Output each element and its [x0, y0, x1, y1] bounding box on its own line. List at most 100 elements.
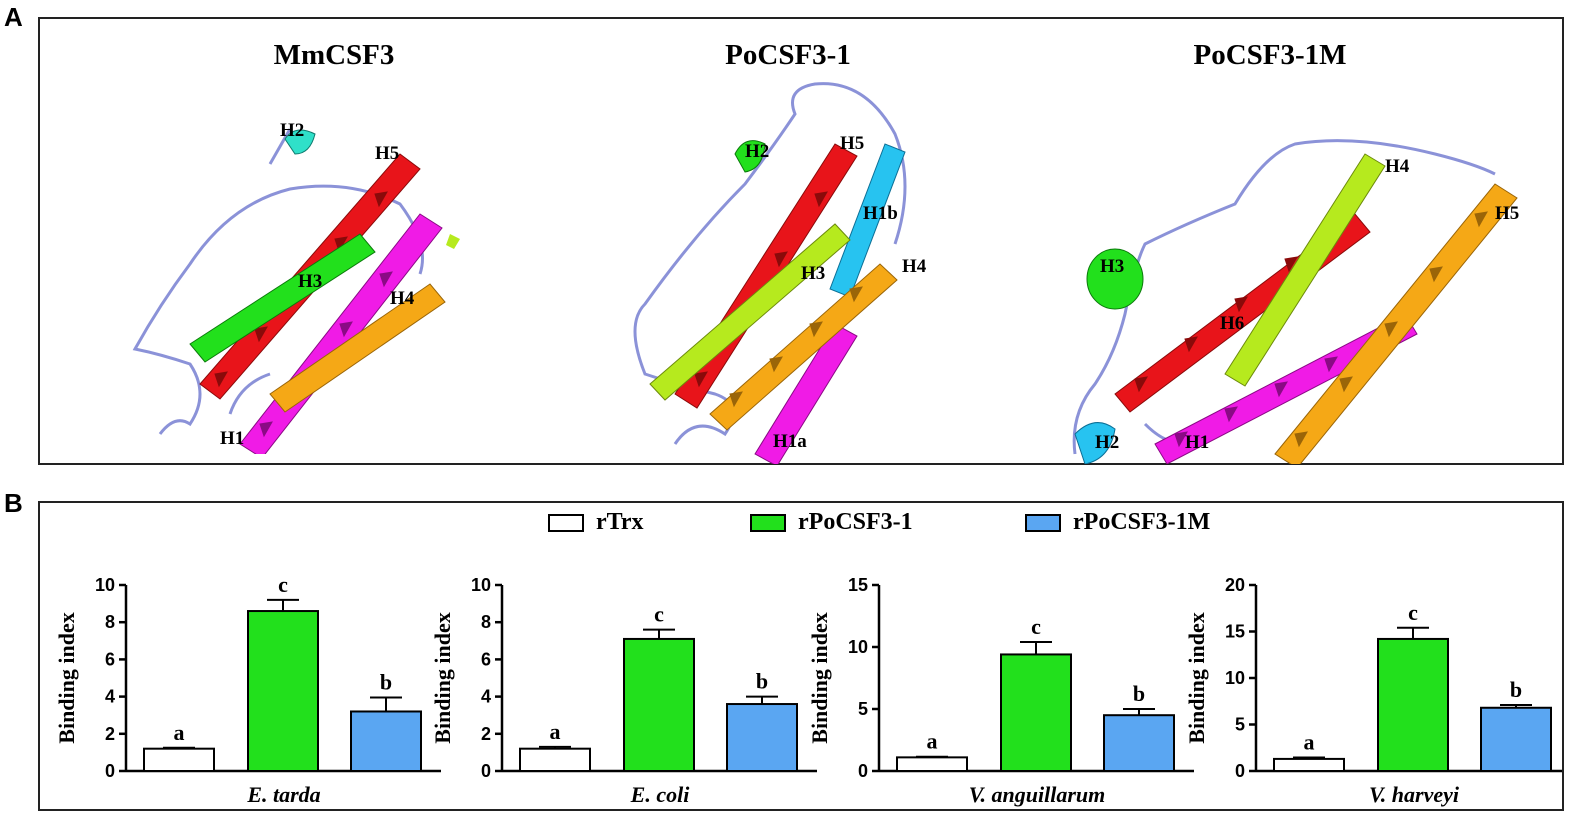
helix-h2 — [1074, 422, 1116, 464]
helix-label: H1 — [1185, 432, 1209, 453]
helix-label: H4 — [902, 256, 927, 277]
legend-item-rtrx: rTrx — [548, 509, 644, 536]
structure-title-pocsf3-1m: PoCSF3-1M — [1193, 39, 1347, 71]
helix-h1 — [1154, 313, 1418, 464]
bar-charts: 0 2 4 6 8 10 Binding index E. tarda a c b 0 2 4 6 8 10 Bi… — [54, 572, 1562, 807]
significance-letter: b — [380, 670, 392, 695]
significance-letter: c — [1408, 600, 1418, 625]
chart-legend: rTrx rPoCSF3-1 rPoCSF3-1M — [40, 509, 1562, 539]
bar — [143, 747, 215, 772]
y-axis-title: Binding index — [430, 612, 455, 743]
helix-h2 — [284, 129, 316, 155]
helix-label: H5 — [375, 143, 399, 164]
helix-label: H1b — [863, 203, 898, 224]
bar — [1480, 706, 1552, 772]
y-tick-label: 8 — [481, 612, 491, 632]
helix-label: H3 — [298, 271, 322, 292]
panel-b-label: B — [4, 488, 23, 518]
bar — [1377, 637, 1449, 772]
binding-chart-panel: rTrx rPoCSF3-1 rPoCSF3-1M 0 2 4 6 8 10 Binding… — [38, 501, 1564, 811]
y-tick-label: 8 — [105, 612, 115, 632]
bar — [1273, 757, 1345, 773]
helix-label: H3 — [1100, 256, 1124, 277]
x-axis-label: E. coli — [630, 782, 691, 807]
y-tick-label: 4 — [481, 687, 491, 707]
bar — [726, 703, 798, 772]
y-tick-label: 5 — [858, 699, 868, 719]
bar — [896, 756, 968, 773]
legend-item-rpocsf3-1: rPoCSF3-1 — [750, 509, 913, 536]
legend-label: rPoCSF3-1M — [1073, 509, 1211, 535]
y-axis-title: Binding index — [54, 612, 79, 743]
y-tick-label: 0 — [105, 761, 115, 781]
significance-letter: c — [654, 602, 664, 627]
helix-h1b — [829, 143, 906, 298]
significance-letter: a — [174, 720, 185, 745]
helix-h3 — [1086, 248, 1144, 310]
y-tick-label: 20 — [1225, 575, 1245, 595]
panel-a-label: A — [4, 2, 23, 32]
structure-title-pocsf3-1: PoCSF3-1 — [725, 39, 851, 71]
helix-label: H2 — [745, 141, 769, 162]
bar — [1000, 653, 1072, 772]
y-tick-label: 5 — [1235, 715, 1245, 735]
significance-letter: b — [756, 669, 768, 694]
y-tick-label: 10 — [95, 575, 115, 595]
y-tick-label: 6 — [105, 649, 115, 669]
significance-letter: b — [1510, 677, 1522, 702]
y-tick-label: 10 — [1225, 668, 1245, 688]
helix-label: H4 — [390, 288, 415, 309]
y-tick-label: 10 — [848, 637, 868, 657]
helix-label: H2 — [1095, 432, 1119, 453]
helix-label: H5 — [1495, 203, 1519, 224]
structure-mmcsf3: H2 H5 H3 H4 H1 — [132, 120, 460, 454]
legend-swatch — [750, 513, 786, 532]
helix-tip — [446, 234, 460, 249]
helix-h5 — [1274, 183, 1518, 464]
y-tick-label: 6 — [481, 649, 491, 669]
legend-item-rpocsf3-1m: rPoCSF3-1M — [1025, 509, 1210, 536]
x-axis-label: V. anguillarum — [969, 782, 1106, 807]
bar — [350, 710, 422, 772]
y-tick-label: 10 — [471, 575, 491, 595]
bar — [247, 610, 319, 773]
helix-h3 — [189, 233, 376, 363]
helix-h3 — [649, 223, 851, 401]
significance-letter: c — [278, 572, 288, 597]
helix-label: H3 — [801, 263, 825, 284]
legend-label: rTrx — [596, 509, 644, 535]
y-tick-label: 0 — [481, 761, 491, 781]
helix-label: H2 — [280, 120, 304, 141]
significance-letter: a — [1304, 730, 1315, 755]
y-tick-label: 0 — [858, 761, 868, 781]
helix-label: H1a — [773, 431, 807, 452]
helix-h2 — [734, 140, 766, 173]
structure-pocsf3-1: H2 H5 H1b H3 H4 H1a — [633, 82, 927, 464]
bar — [519, 747, 591, 772]
y-tick-label: 2 — [105, 724, 115, 744]
helix-h4 — [1224, 153, 1386, 387]
x-axis-label: E. tarda — [246, 782, 320, 807]
significance-letter: a — [927, 729, 938, 754]
structure-pocsf3-1m: H4 H5 H3 H6 H2 H1 — [1072, 139, 1519, 464]
helix-label: H4 — [1385, 156, 1410, 177]
bar — [1103, 714, 1175, 772]
y-tick-label: 15 — [848, 575, 868, 595]
structure-title-mmcsf3: MmCSF3 — [273, 39, 395, 71]
helix-h4 — [709, 263, 898, 431]
significance-letter: b — [1133, 681, 1145, 706]
helix-label: H6 — [1220, 313, 1244, 334]
legend-swatch — [548, 513, 584, 532]
helix-label: H1 — [220, 428, 244, 449]
helix-label: H5 — [840, 133, 864, 154]
y-tick-label: 15 — [1225, 622, 1245, 642]
y-axis-title: Binding index — [1184, 612, 1209, 743]
legend-label: rPoCSF3-1 — [798, 509, 913, 535]
significance-letter: a — [550, 719, 561, 744]
helix-h1a — [754, 323, 858, 464]
legend-swatch — [1025, 513, 1061, 532]
x-axis-label: V. harveyi — [1369, 782, 1460, 807]
helix-h4 — [269, 283, 446, 413]
y-axis-title: Binding index — [807, 612, 832, 743]
coil-loop — [228, 128, 292, 415]
